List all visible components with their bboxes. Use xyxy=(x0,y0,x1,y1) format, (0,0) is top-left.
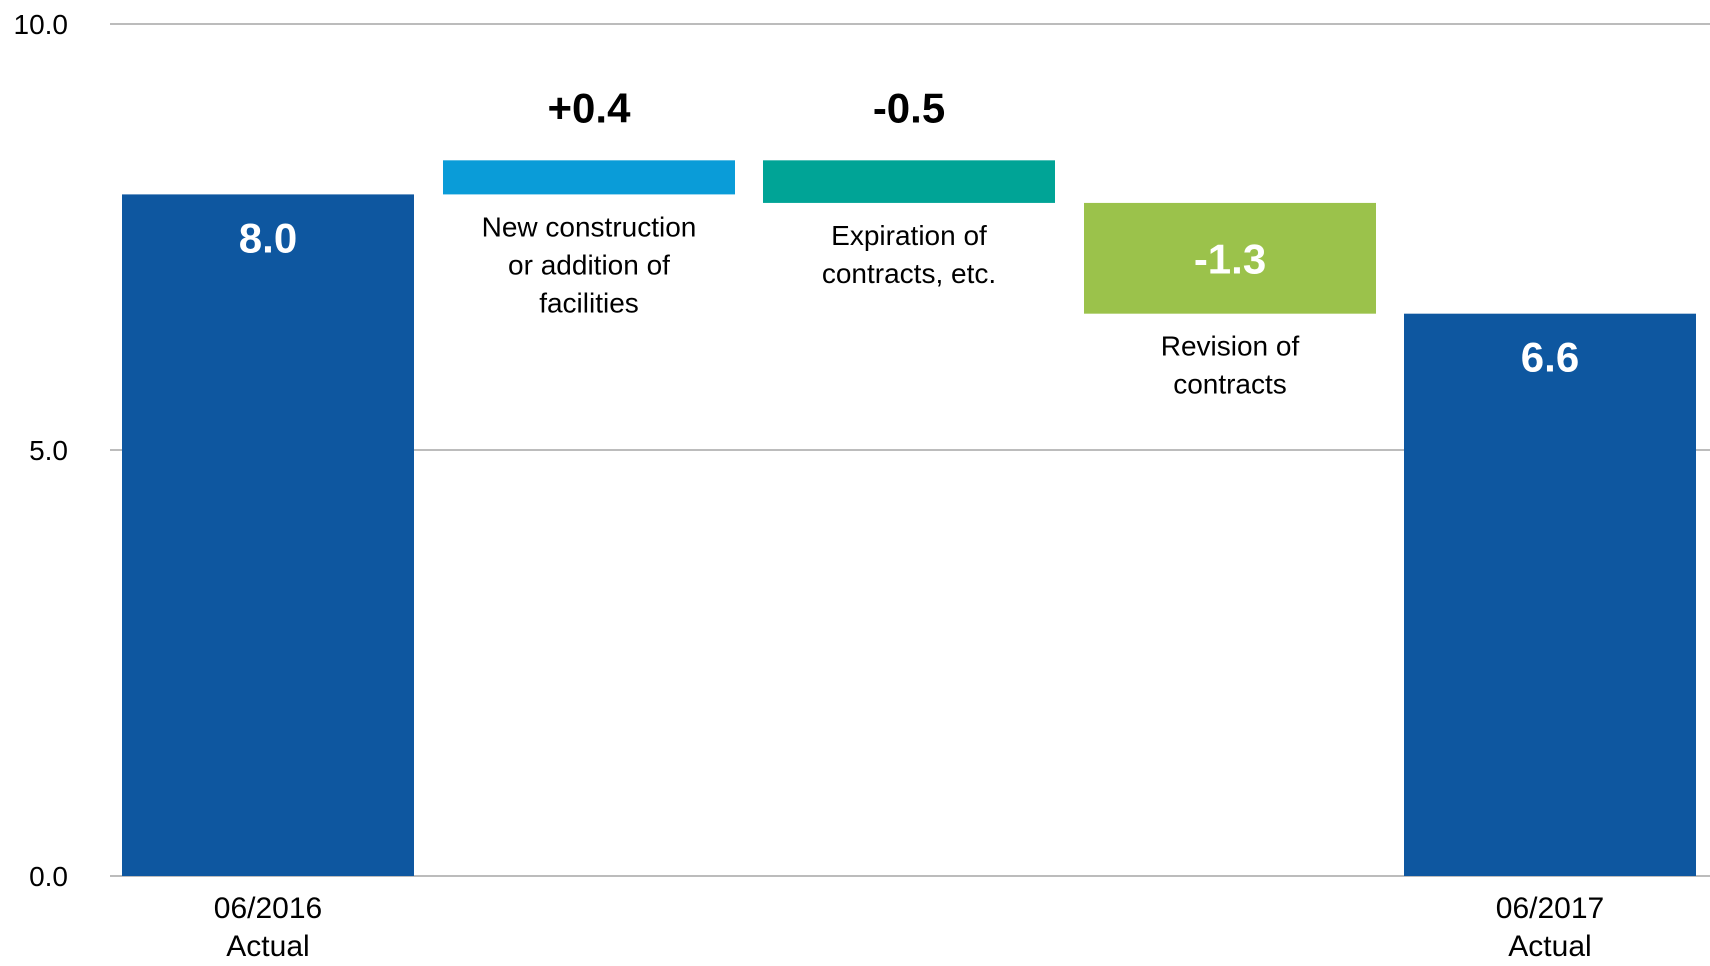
x-category-label: Actual xyxy=(1508,930,1591,963)
x-category-label: 06/2016 xyxy=(214,892,322,925)
y-tick-label: 5.0 xyxy=(29,435,68,466)
step-description: facilities xyxy=(539,287,639,318)
waterfall-bar xyxy=(763,160,1055,203)
step-description: Revision of xyxy=(1161,331,1300,362)
step-description: Expiration of xyxy=(831,220,987,251)
step-description: New construction xyxy=(482,211,697,242)
waterfall-bar xyxy=(443,160,735,195)
y-tick-label: 0.0 xyxy=(29,861,68,892)
waterfall-bar xyxy=(1404,313,1696,876)
value-label: 6.6 xyxy=(1521,334,1579,381)
x-category-label: Actual xyxy=(226,930,309,963)
waterfall-bar xyxy=(1084,202,1376,314)
value-label: -0.5 xyxy=(873,84,945,131)
step-description: contracts, etc. xyxy=(822,258,996,289)
y-tick-label: 10.0 xyxy=(14,9,69,40)
step-description: or addition of xyxy=(508,249,670,280)
step-description: contracts xyxy=(1173,369,1287,400)
value-label: 8.0 xyxy=(239,214,297,261)
value-label: -1.3 xyxy=(1194,235,1266,282)
x-category-label: 06/2017 xyxy=(1496,892,1604,925)
waterfall-bar xyxy=(122,194,414,876)
value-label: +0.4 xyxy=(548,84,632,131)
